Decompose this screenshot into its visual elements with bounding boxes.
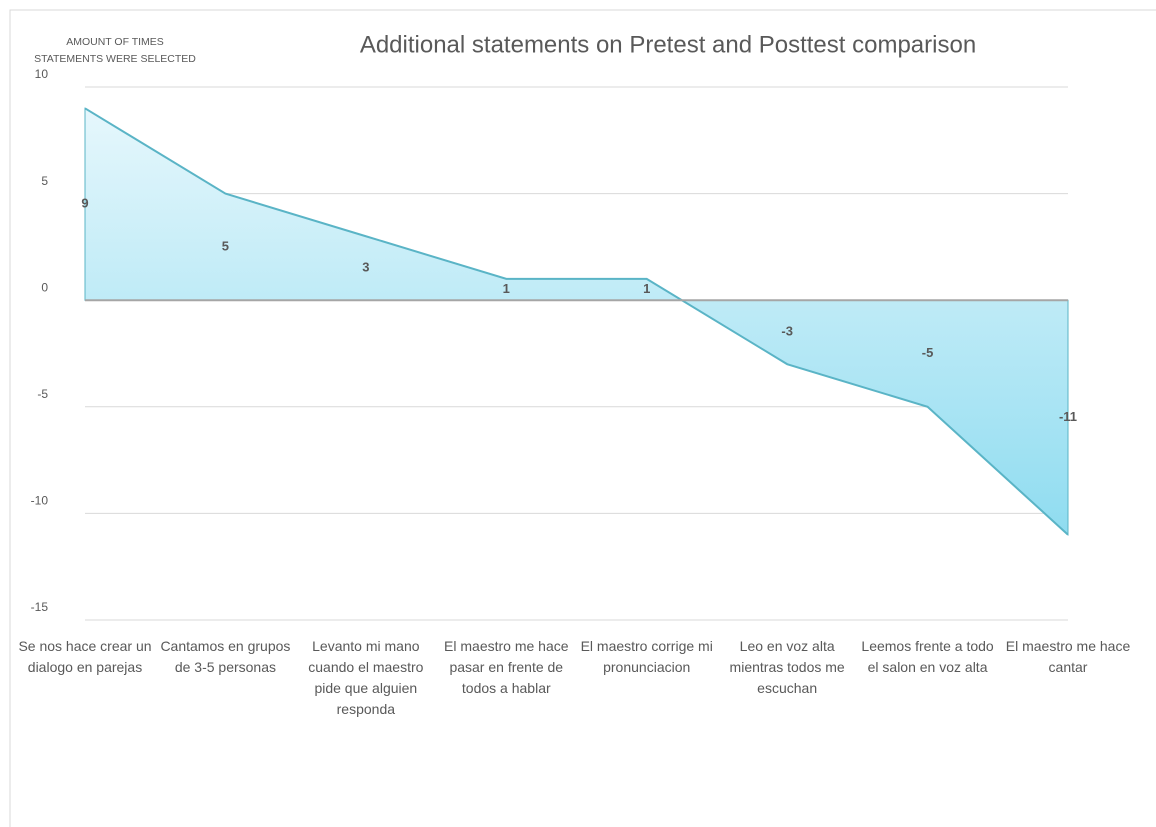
x-tick-label: Se nos hace crear un dialogo en parejas bbox=[18, 638, 152, 675]
chart-title: Additional statements on Pretest and Pos… bbox=[360, 31, 976, 58]
data-label: 3 bbox=[362, 260, 369, 275]
y-axis-title-line: STATEMENTS WERE SELECTED bbox=[34, 53, 196, 65]
y-tick-label: -15 bbox=[31, 600, 49, 614]
x-tick-label: El maestro me hace pasar en frente de to… bbox=[444, 638, 569, 696]
data-label: 9 bbox=[81, 196, 88, 211]
y-axis-title-line: AMOUNT OF TIMES bbox=[66, 36, 164, 48]
data-label: -11 bbox=[1059, 409, 1077, 424]
x-tick-label: Levanto mi mano cuando el maestro pide q… bbox=[308, 638, 424, 717]
y-tick-label: -10 bbox=[31, 494, 49, 508]
data-label: -3 bbox=[781, 324, 793, 339]
frame bbox=[9, 9, 1156, 827]
x-tick-label: El maestro me hace cantar bbox=[1005, 638, 1131, 675]
y-tick-label: -5 bbox=[37, 387, 48, 401]
line bbox=[84, 107, 1069, 536]
y-tick-label: 5 bbox=[41, 174, 48, 188]
x-tick-label: Leemos frente a todo el salon en voz alt… bbox=[861, 638, 994, 675]
y-tick-label: 10 bbox=[35, 67, 49, 81]
area bbox=[84, 107, 1069, 536]
y-tick-label: 0 bbox=[41, 280, 48, 294]
data-label: 5 bbox=[222, 238, 229, 253]
x-tick-label: Cantamos en grupos de 3-5 personas bbox=[160, 638, 291, 675]
data-label: 1 bbox=[503, 281, 510, 296]
x-tick-label: El maestro corrige mi pronunciacion bbox=[580, 638, 713, 675]
x-tick-label: Leo en voz alta mientras todos me escuch… bbox=[729, 638, 845, 696]
y-axis-title: AMOUNT OF TIMES STATEMENTS WERE SELECTED bbox=[0, 34, 230, 68]
data-label: 1 bbox=[643, 281, 650, 296]
data-label: -5 bbox=[922, 345, 934, 360]
